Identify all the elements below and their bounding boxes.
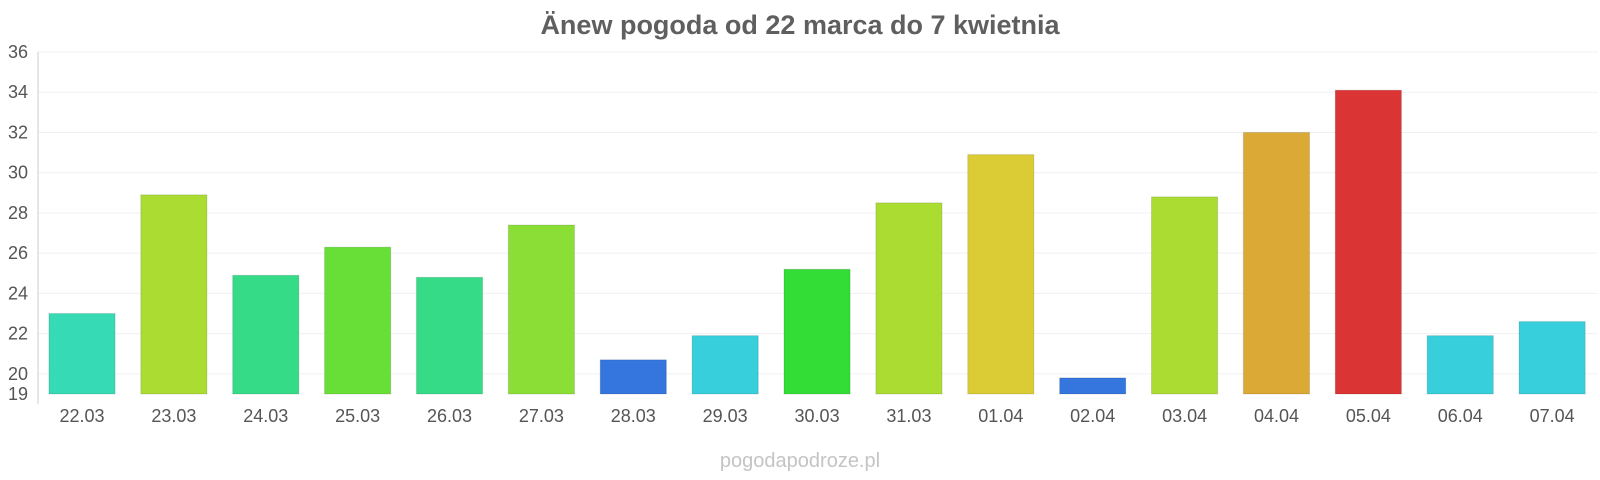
bar-27.03 [507,224,575,395]
chart-title: Änew pogoda od 22 marca do 7 kwietnia [540,10,1060,40]
bar-04.04 [1242,131,1311,395]
y-tick-label: 20 [8,364,28,384]
x-tick-label: 23.03 [151,406,196,426]
x-tick-label: 27.03 [519,406,564,426]
x-tick-label: 26.03 [427,406,472,426]
x-tick-label: 05.04 [1346,406,1391,426]
x-tick-label: 07.04 [1530,406,1575,426]
bar-03.04 [1151,196,1219,395]
y-tick-label: 19 [8,384,28,404]
bar-05.04 [1334,89,1402,395]
x-tick-label: 30.03 [795,406,840,426]
bar-30.03 [783,268,851,395]
bar-28.03 [599,359,667,395]
y-tick-label: 30 [8,163,28,183]
bar-06.04 [1426,335,1494,395]
x-tick-label: 25.03 [335,406,380,426]
bar-02.04 [1059,377,1127,395]
x-tick-label: 29.03 [703,406,748,426]
x-tick-label: 06.04 [1438,406,1483,426]
bar-23.03 [140,194,208,395]
y-tick-label: 24 [8,283,28,303]
y-tick-label: 34 [8,82,28,102]
x-tick-label: 02.04 [1070,406,1115,426]
y-tick-label: 32 [8,122,28,142]
bar-01.04 [967,154,1035,395]
y-tick-label: 28 [8,203,28,223]
x-tick-label: 31.03 [886,406,931,426]
x-tick-label: 28.03 [611,406,656,426]
bar-24.03 [232,274,300,395]
bars [48,89,1586,395]
bar-29.03 [691,335,759,395]
x-tick-label: 03.04 [1162,406,1207,426]
x-tick-label: 22.03 [59,406,104,426]
y-tick-label: 36 [8,42,28,62]
x-tick-label: 01.04 [978,406,1023,426]
y-tick-label: 22 [8,324,28,344]
watermark: pogodapodroze.pl [719,450,881,472]
bar-26.03 [415,276,484,395]
x-tick-label: 24.03 [243,406,288,426]
bar-25.03 [324,246,392,395]
x-tick-label: 04.04 [1254,406,1299,426]
bar-07.04 [1518,321,1586,395]
y-tick-label: 26 [8,243,28,263]
bar-22.03 [48,313,116,395]
x-tick-labels: 22.03 23.03 24.03 25.03 26.03 27.03 28.03 29.03… [59,406,1574,426]
bar-31.03 [875,202,943,395]
